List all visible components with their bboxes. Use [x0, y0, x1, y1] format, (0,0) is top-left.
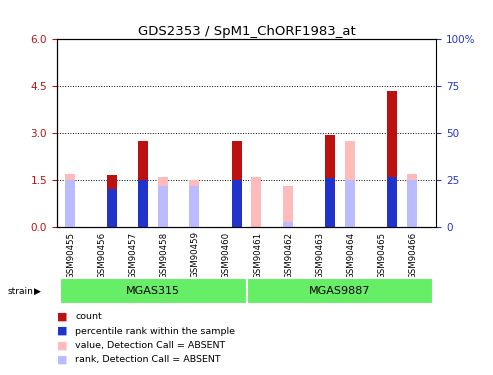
- Bar: [107, 176, 117, 227]
- Text: count: count: [75, 312, 102, 321]
- Bar: [282, 222, 292, 227]
- Bar: [189, 180, 199, 227]
- Text: ▶: ▶: [34, 287, 40, 296]
- Bar: [138, 180, 148, 227]
- Text: GSM90463: GSM90463: [316, 231, 324, 279]
- Text: GSM90462: GSM90462: [284, 231, 293, 279]
- Text: ■: ■: [57, 340, 67, 350]
- Bar: [60, 278, 246, 304]
- Title: GDS2353 / SpM1_ChORF1983_at: GDS2353 / SpM1_ChORF1983_at: [138, 25, 355, 38]
- Text: GSM90455: GSM90455: [67, 231, 75, 279]
- Bar: [246, 278, 433, 304]
- Bar: [138, 141, 148, 227]
- Bar: [65, 174, 75, 227]
- Bar: [107, 189, 117, 227]
- Bar: [65, 180, 75, 227]
- Text: ■: ■: [57, 355, 67, 364]
- Text: MGAS315: MGAS315: [126, 286, 180, 296]
- Text: GSM90456: GSM90456: [98, 231, 106, 279]
- Bar: [325, 135, 335, 227]
- Text: value, Detection Call = ABSENT: value, Detection Call = ABSENT: [75, 341, 226, 350]
- Text: GSM90457: GSM90457: [129, 231, 138, 279]
- Bar: [158, 177, 168, 227]
- Bar: [251, 177, 261, 227]
- Text: GSM90464: GSM90464: [347, 231, 355, 279]
- Bar: [232, 180, 242, 227]
- Text: MGAS9887: MGAS9887: [309, 286, 371, 296]
- Bar: [282, 186, 292, 227]
- Bar: [158, 186, 168, 227]
- Bar: [232, 141, 242, 227]
- Text: strain: strain: [7, 287, 33, 296]
- Text: GSM90465: GSM90465: [378, 231, 387, 279]
- Text: percentile rank within the sample: percentile rank within the sample: [75, 327, 236, 336]
- Bar: [189, 186, 199, 227]
- Text: GSM90461: GSM90461: [253, 231, 262, 279]
- Text: GSM90466: GSM90466: [409, 231, 418, 279]
- Text: GSM90460: GSM90460: [222, 231, 231, 279]
- Text: rank, Detection Call = ABSENT: rank, Detection Call = ABSENT: [75, 355, 221, 364]
- Bar: [407, 174, 417, 227]
- Text: GSM90459: GSM90459: [191, 231, 200, 279]
- Bar: [387, 91, 397, 227]
- Bar: [407, 180, 417, 227]
- Bar: [325, 178, 335, 227]
- Bar: [345, 180, 355, 227]
- Bar: [345, 141, 355, 227]
- Text: ■: ■: [57, 326, 67, 336]
- Text: GSM90458: GSM90458: [160, 231, 169, 279]
- Text: ■: ■: [57, 312, 67, 322]
- Bar: [387, 177, 397, 227]
